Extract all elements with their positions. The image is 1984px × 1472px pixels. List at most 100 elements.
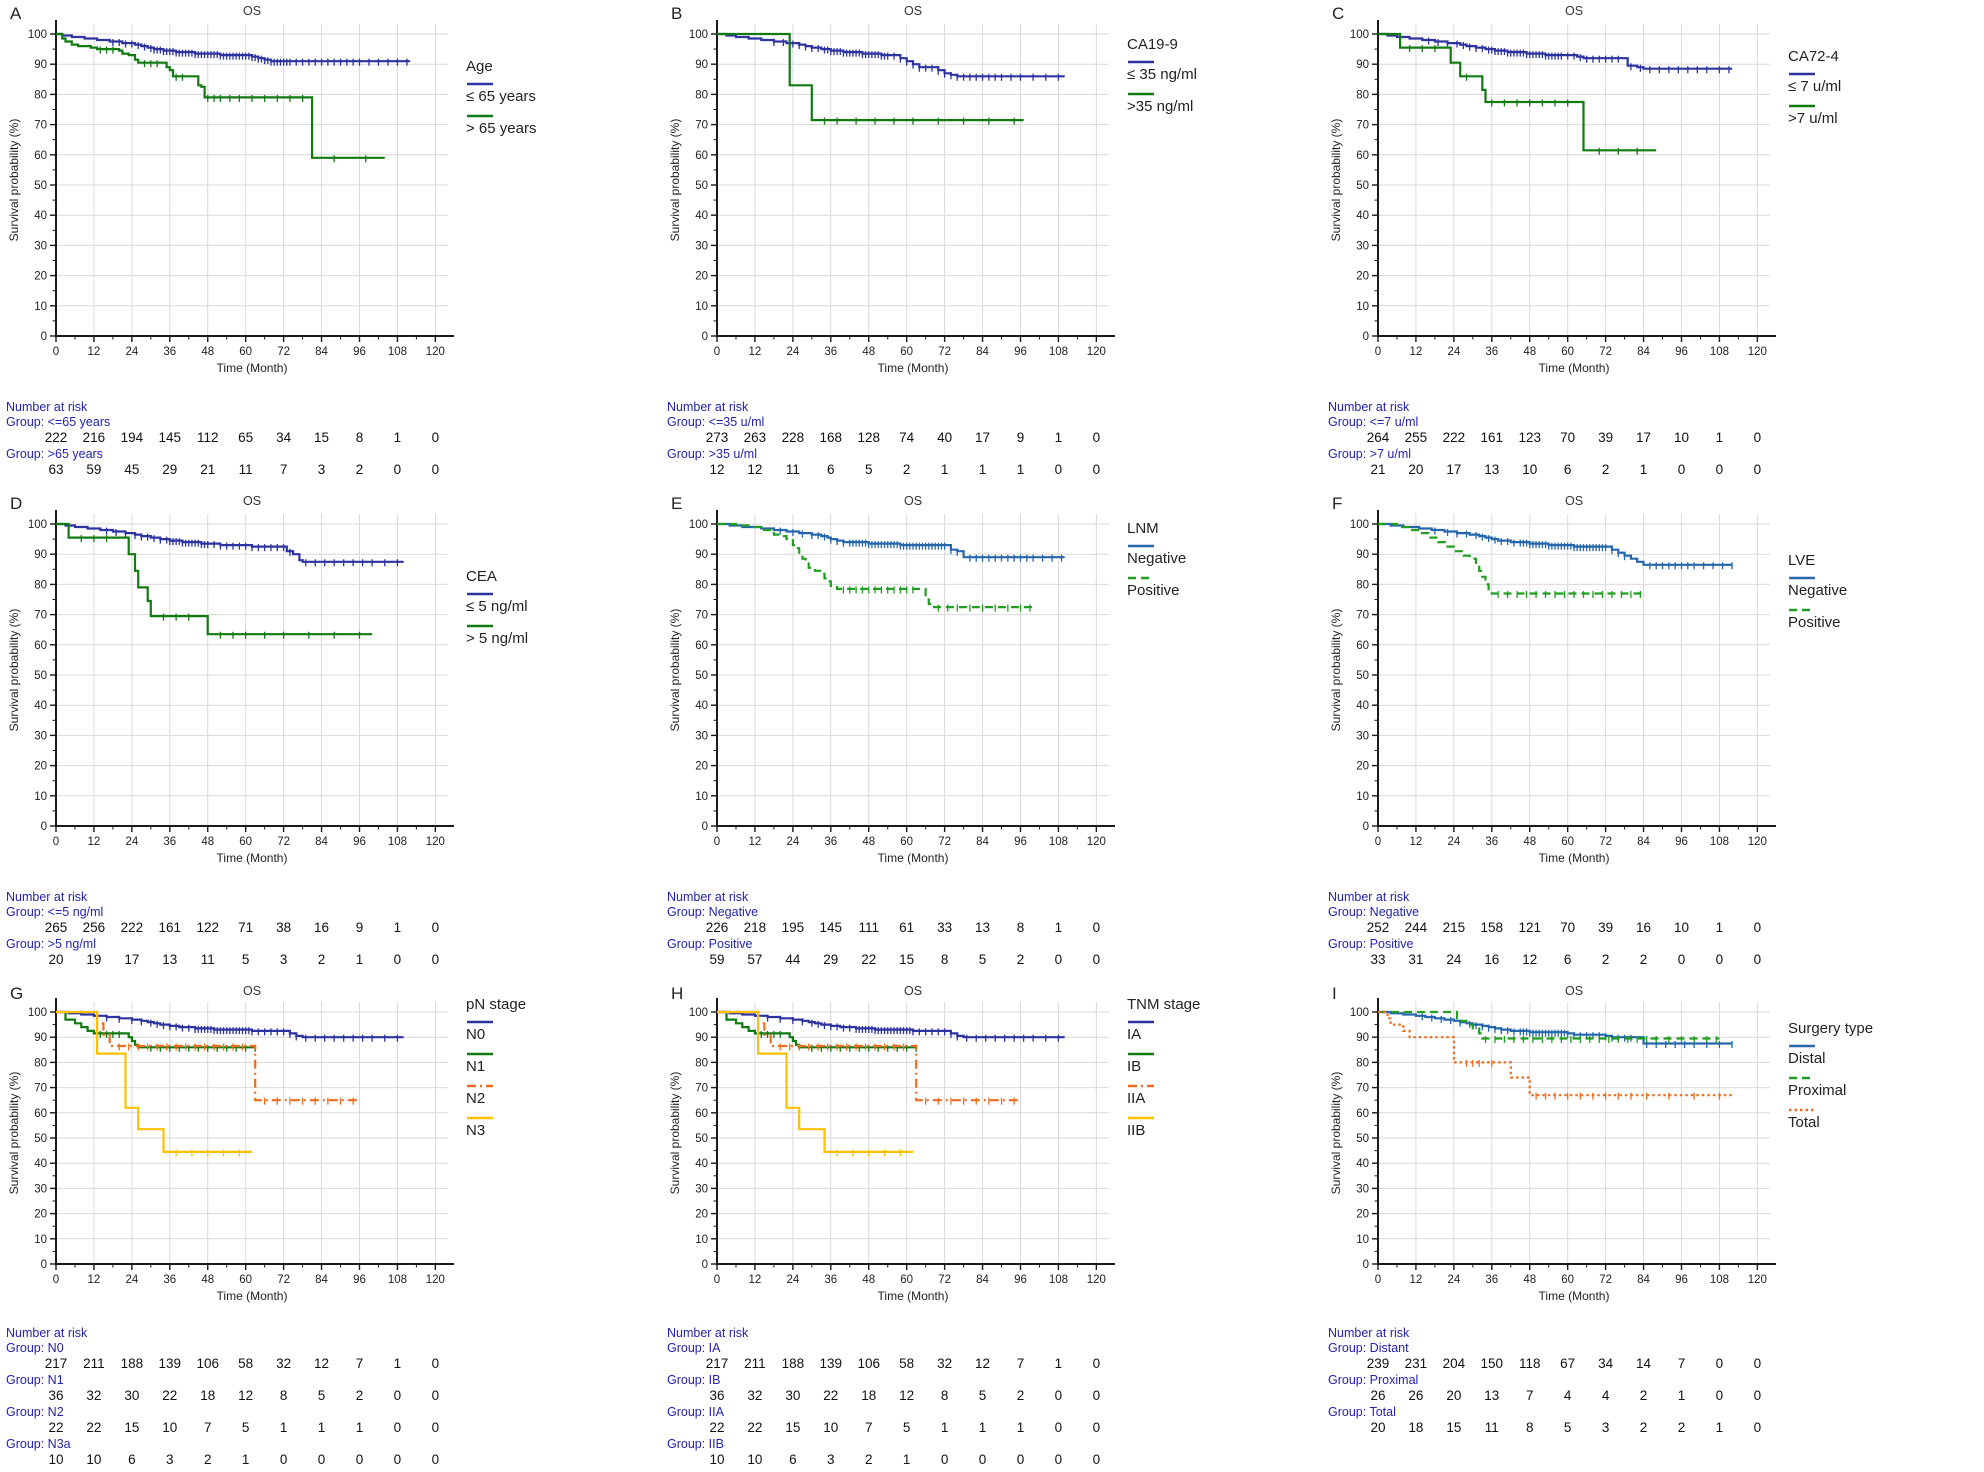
y-tick-label: 40 <box>695 1158 708 1170</box>
x-tick-label: 120 <box>426 1274 445 1286</box>
y-tick-label: 20 <box>695 271 708 283</box>
risk-value: 22 <box>861 952 877 967</box>
risk-value: 71 <box>238 920 254 935</box>
x-tick-label: 60 <box>900 1274 913 1286</box>
risk-value: 20 <box>48 952 64 967</box>
y-tick-label: 30 <box>1356 1183 1369 1195</box>
legend-line-sample <box>1789 608 1815 612</box>
risk-value: 58 <box>899 1356 915 1371</box>
risk-value: 12 <box>238 1388 254 1403</box>
risk-value: 17 <box>124 952 140 967</box>
risk-value: 15 <box>314 430 330 445</box>
censor-ticks <box>1408 45 1638 155</box>
risk-value: 0 <box>1016 1452 1025 1467</box>
risk-value: 32 <box>86 1388 102 1403</box>
risk-value: 222 <box>1442 430 1466 445</box>
number-at-risk-table: Number at risk Group: <=35 u/ml 273 263 228 1… <box>667 400 1322 479</box>
risk-value: 57 <box>747 952 763 967</box>
legend-entry-label: Negative <box>1127 550 1187 567</box>
x-tick-label: 120 <box>1748 1274 1767 1286</box>
risk-value: 2 <box>1601 952 1610 967</box>
survival-curve <box>56 522 373 636</box>
risk-value: 10 <box>747 1452 763 1467</box>
y-tick-label: 30 <box>695 730 708 742</box>
risk-value: 0 <box>1092 1356 1101 1371</box>
risk-value: 38 <box>276 920 292 935</box>
risk-value: 15 <box>899 952 915 967</box>
risk-value: 3 <box>827 1452 835 1467</box>
legend-line-sample <box>467 1052 493 1056</box>
y-tick-label: 10 <box>1356 301 1369 313</box>
panel-letter: E <box>671 494 683 513</box>
legend-entry-label: Total <box>1788 1114 1820 1131</box>
risk-group-label: Group: Positive <box>1328 937 1414 951</box>
risk-value: 231 <box>1404 1356 1428 1371</box>
risk-value: 264 <box>1366 430 1390 445</box>
x-tick-label: 0 <box>53 836 59 848</box>
x-tick-label: 108 <box>1710 836 1729 848</box>
legend-entry: >35 ng/ml <box>1127 89 1197 115</box>
risk-values-row: 239 231 204 150 118 67 34 14 7 0 0 <box>1328 1356 1984 1373</box>
risk-value: 244 <box>1404 920 1428 935</box>
y-tick-label: 20 <box>1356 1209 1369 1221</box>
risk-group-label: Group: N3a <box>6 1437 71 1451</box>
risk-values-row: 226 218 195 145 111 61 33 13 8 1 0 <box>667 920 1322 937</box>
risk-value: 145 <box>819 920 843 935</box>
risk-value: 161 <box>1480 430 1504 445</box>
risk-value: 16 <box>314 920 330 935</box>
risk-header: Number at risk <box>667 400 749 414</box>
survival-curve <box>717 1010 917 1049</box>
y-tick-label: 100 <box>28 519 47 531</box>
y-tick-label: 80 <box>1356 1057 1369 1069</box>
risk-value: 0 <box>317 1452 326 1467</box>
x-tick-label: 36 <box>824 1274 837 1286</box>
risk-value: 0 <box>279 1452 288 1467</box>
risk-value: 39 <box>1598 920 1614 935</box>
y-tick-label: 40 <box>1356 210 1369 222</box>
y-tick-label: 80 <box>695 89 708 101</box>
x-tick-label: 120 <box>1748 346 1767 358</box>
risk-value: 0 <box>1753 1420 1762 1435</box>
risk-value: 1 <box>1715 1420 1724 1435</box>
risk-value: 22 <box>48 1420 64 1435</box>
risk-value: 0 <box>431 1452 440 1467</box>
x-tick-label: 72 <box>938 836 951 848</box>
risk-group-label: Group: Negative <box>1328 905 1420 919</box>
number-at-risk-table: Number at risk Group: IA 217 211 188 139 106 58… <box>667 1326 1322 1469</box>
y-tick-label: 20 <box>695 761 708 773</box>
risk-values-row: 36 32 30 22 18 12 8 5 2 0 0 <box>6 1388 661 1405</box>
y-tick-label: 0 <box>1363 821 1369 833</box>
legend-line-sample <box>1789 576 1815 580</box>
risk-value: 18 <box>200 1388 216 1403</box>
x-tick-label: 48 <box>862 1274 875 1286</box>
risk-value: 265 <box>44 920 68 935</box>
legend-line-sample <box>1128 1020 1154 1024</box>
risk-value: 10 <box>823 1420 839 1435</box>
risk-value: 70 <box>1560 920 1576 935</box>
x-tick-label: 96 <box>1014 836 1027 848</box>
risk-value: 0 <box>1054 1452 1063 1467</box>
y-tick-label: 90 <box>34 1032 47 1044</box>
legend-title: LVE <box>1788 552 1816 569</box>
legend-line-sample <box>1789 72 1815 76</box>
risk-value: 44 <box>785 952 801 967</box>
km-panel-c: C OS 0 10 20 30 40 50 60 70 80 90 100 0 12 24 36 48 60 72 84… <box>1322 0 1984 490</box>
y-tick-label: 70 <box>695 610 708 622</box>
legend-entry: Total <box>1788 1105 1873 1131</box>
risk-values-row: 21 20 17 13 10 6 2 1 0 0 0 <box>1328 462 1984 479</box>
panel-title: OS <box>243 4 261 18</box>
x-tick-label: 60 <box>1561 346 1574 358</box>
x-tick-label: 108 <box>1710 346 1729 358</box>
x-tick-label: 84 <box>315 346 328 358</box>
risk-value: 30 <box>124 1388 140 1403</box>
risk-values-row: 217 211 188 139 106 58 32 12 7 1 0 <box>667 1356 1322 1373</box>
km-plot-svg: OS 0 10 20 30 40 50 60 70 80 90 100 0 12 24 36 48 60 72 84 9… <box>1329 4 1776 375</box>
panel-title: OS <box>1565 494 1583 508</box>
survival-curve <box>56 522 404 563</box>
x-tick-label: 0 <box>714 836 720 848</box>
risk-value: 0 <box>1753 952 1762 967</box>
risk-value: 121 <box>1518 920 1541 935</box>
x-tick-label: 36 <box>163 836 176 848</box>
y-tick-label: 70 <box>1356 120 1369 132</box>
number-at-risk-table: Number at risk Group: Distant 239 231 204 150… <box>1328 1326 1984 1437</box>
